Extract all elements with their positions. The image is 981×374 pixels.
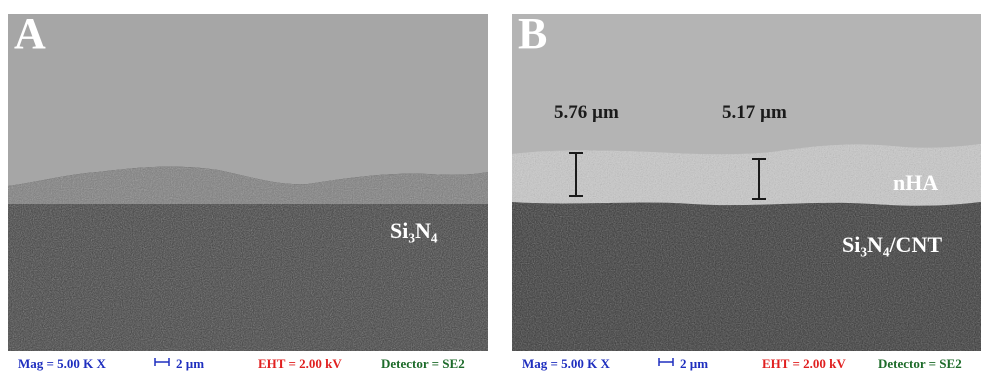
substrate-label-si3n4-cnt: Si3N4/CNT xyxy=(842,232,942,260)
scale-bar-icon xyxy=(153,355,171,373)
scale-bar-label: 2 µm xyxy=(176,356,205,371)
sem-panel-b: B 5.76 µm 5.17 µm nHA Si3N4/CNT xyxy=(512,14,981,351)
panel-letter-a: A xyxy=(14,14,46,58)
thickness-marker-1 xyxy=(569,152,583,197)
sem-panel-a: A Si3N4 xyxy=(8,14,488,351)
detector-readout: Detector = SE2 xyxy=(878,356,962,371)
detector-readout: Detector = SE2 xyxy=(381,356,465,371)
scale-bar-label: 2 µm xyxy=(680,356,709,371)
eht-readout: EHT = 2.00 kV xyxy=(258,356,342,371)
thickness-marker-2 xyxy=(752,158,766,200)
thickness-label-2: 5.17 µm xyxy=(722,102,787,123)
thickness-label-1: 5.76 µm xyxy=(554,102,619,123)
sem-image-b xyxy=(512,14,981,351)
scale-bar-icon xyxy=(657,355,675,373)
sem-footer-a: Mag = 5.00 K X 2 µm EHT = 2.00 kV Detect… xyxy=(8,355,488,374)
mag-readout: Mag = 5.00 K X xyxy=(18,356,106,371)
eht-readout: EHT = 2.00 kV xyxy=(762,356,846,371)
sem-image-a xyxy=(8,14,488,351)
panel-letter-b: B xyxy=(518,14,548,58)
coating-label-nha: nHA xyxy=(893,170,939,195)
sem-footer-b: Mag = 5.00 K X 2 µm EHT = 2.00 kV Detect… xyxy=(512,355,981,374)
mag-readout: Mag = 5.00 K X xyxy=(522,356,610,371)
layer-label-si3n4: Si3N4 xyxy=(390,218,438,246)
